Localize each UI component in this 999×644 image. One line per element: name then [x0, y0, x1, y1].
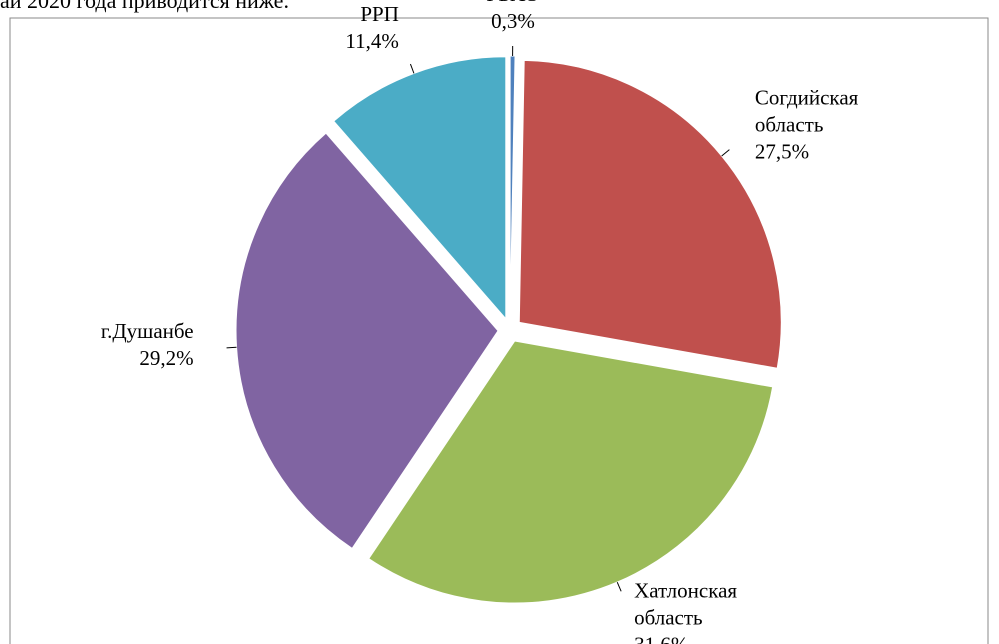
- value-label: 0,3%: [491, 9, 535, 33]
- slice-label-line: РРП: [360, 2, 399, 26]
- caption: ай 2020 года приводится ниже.: [0, 0, 289, 13]
- leader-line: [721, 149, 730, 157]
- slice-label-line: г.Душанбе: [101, 319, 194, 343]
- value-label: 29,2%: [139, 346, 193, 370]
- slice-label: г.Душанбе: [101, 319, 194, 343]
- leader-line: [616, 581, 622, 592]
- slice-label-line: ГБАО: [486, 0, 539, 6]
- slice-label: ГБАО: [486, 0, 539, 6]
- slice-label: РРП: [360, 2, 399, 26]
- slice-label-line: Согдийская: [755, 86, 859, 110]
- value-label: 27,5%: [755, 140, 809, 164]
- leader-line: [226, 346, 237, 349]
- pie-slice: [333, 56, 507, 321]
- slice-label-line: область: [634, 606, 703, 630]
- pie-slice: [368, 340, 774, 604]
- slice-label-line: область: [755, 113, 824, 137]
- slice-label: Хатлонская область: [634, 579, 737, 630]
- slice-label: Согдийская область: [755, 86, 859, 137]
- slice-label-line: Хатлонская: [634, 579, 737, 603]
- value-label: 11,4%: [345, 29, 398, 53]
- leader-line: [409, 63, 415, 74]
- value-label: 31,6%: [634, 633, 688, 644]
